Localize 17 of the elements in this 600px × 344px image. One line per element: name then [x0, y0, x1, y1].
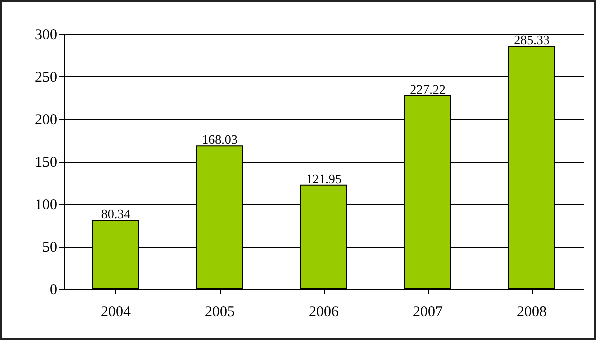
- x-tick-label: 2005: [205, 304, 235, 320]
- y-tick-label: 250: [35, 70, 58, 86]
- y-tick-label: 300: [35, 28, 58, 44]
- y-tick-label: 200: [35, 112, 58, 128]
- y-tick-label: 0: [50, 282, 58, 298]
- x-tick-label: 2004: [101, 304, 132, 320]
- x-tick-label: 2006: [309, 304, 340, 320]
- data-label: 121.95: [306, 171, 342, 186]
- x-tick-label: 2007: [413, 304, 444, 320]
- x-tick-label: 2008: [517, 304, 547, 320]
- y-tick-label: 100: [35, 198, 58, 214]
- data-label: 80.34: [101, 206, 132, 222]
- data-label: 168.03: [202, 132, 238, 148]
- y-tick-label: 50: [42, 240, 58, 256]
- data-label: 227.22: [410, 82, 446, 97]
- y-tick-label: 150: [35, 155, 58, 171]
- data-label: 285.33: [514, 32, 550, 48]
